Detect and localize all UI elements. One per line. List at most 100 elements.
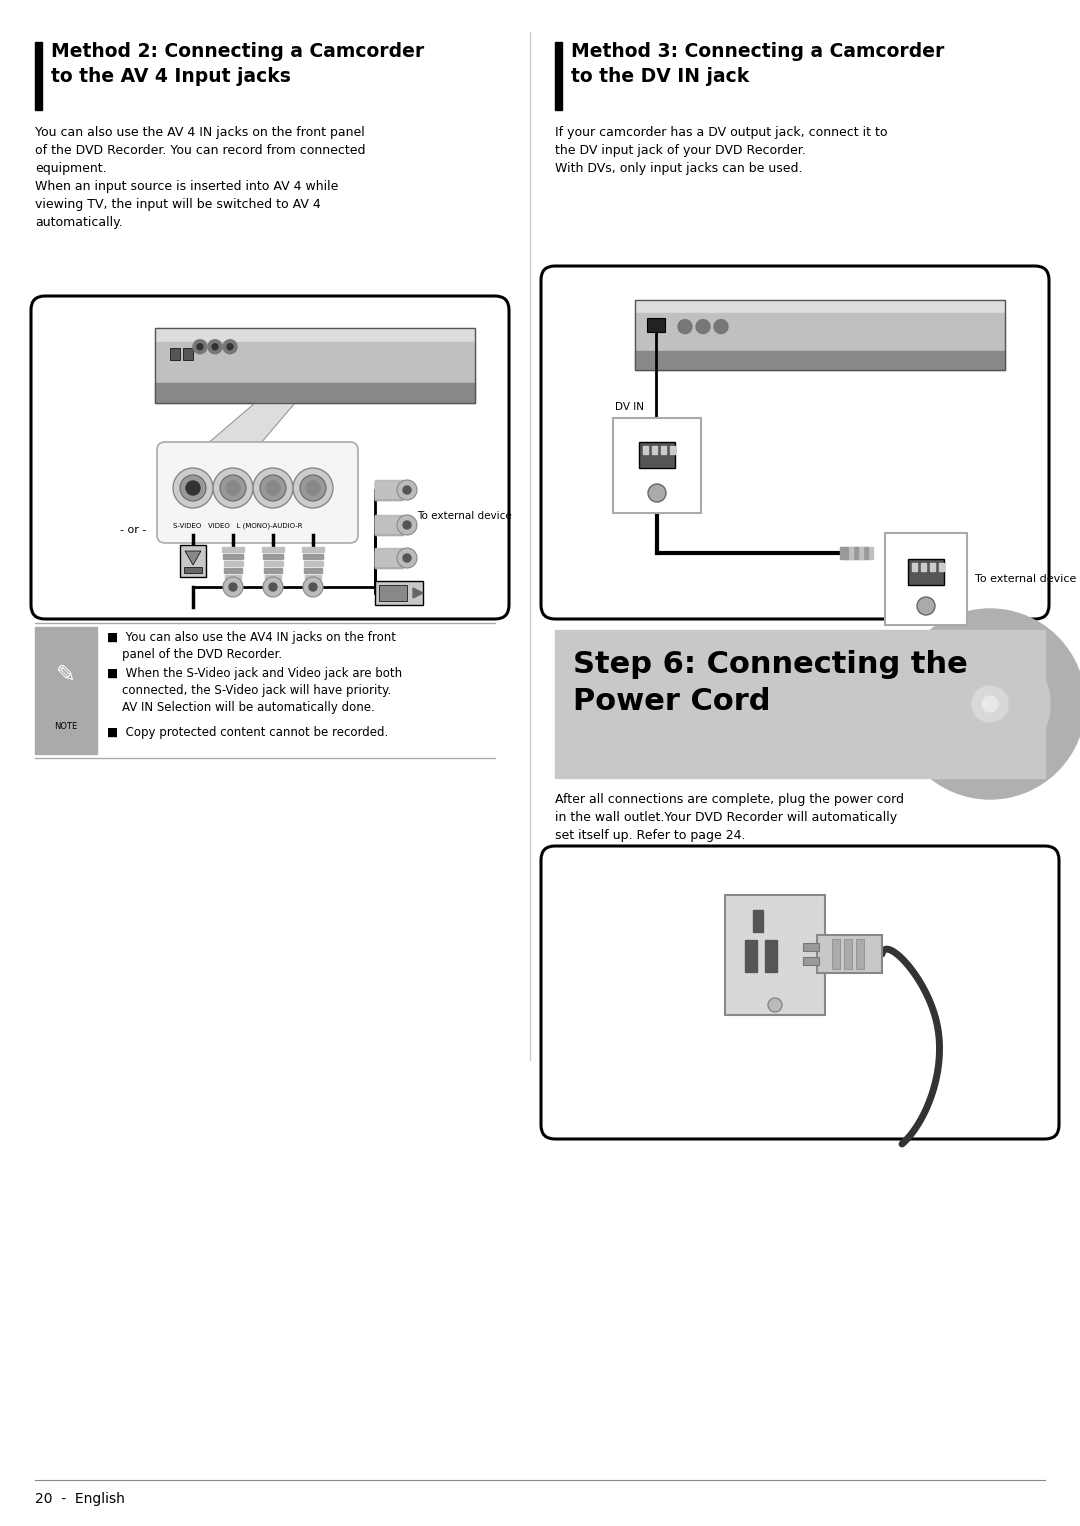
Bar: [652, 446, 657, 455]
Bar: [262, 546, 284, 552]
Circle shape: [930, 644, 1050, 765]
Circle shape: [397, 548, 417, 568]
Bar: [635, 313, 1005, 351]
Bar: [183, 348, 193, 360]
Bar: [375, 548, 402, 568]
Bar: [647, 317, 665, 333]
Circle shape: [197, 343, 203, 349]
Circle shape: [208, 340, 222, 354]
Circle shape: [678, 319, 692, 334]
Text: Step 6: Connecting the
Power Cord: Step 6: Connecting the Power Cord: [573, 650, 968, 716]
Bar: [375, 517, 399, 533]
Circle shape: [226, 481, 240, 494]
Bar: [865, 546, 873, 559]
Circle shape: [213, 468, 253, 508]
Polygon shape: [413, 588, 423, 598]
Circle shape: [212, 343, 218, 349]
Bar: [265, 568, 282, 572]
Circle shape: [220, 475, 246, 501]
Bar: [753, 909, 762, 932]
Bar: [156, 328, 475, 342]
Bar: [375, 481, 403, 501]
Text: After all connections are complete, plug the power cord
in the wall outlet.Your : After all connections are complete, plug…: [555, 794, 904, 842]
Bar: [375, 549, 400, 566]
Bar: [375, 549, 401, 568]
Bar: [156, 383, 475, 403]
Circle shape: [180, 475, 206, 501]
Bar: [765, 940, 777, 972]
Text: You can also use the AV 4 IN jacks on the front panel
of the DVD Recorder. You c: You can also use the AV 4 IN jacks on th…: [35, 127, 365, 229]
Text: ■  You can also use the AV4 IN jacks on the front
    panel of the DVD Recorder.: ■ You can also use the AV4 IN jacks on t…: [107, 630, 396, 661]
Bar: [555, 630, 1045, 778]
Circle shape: [696, 319, 710, 334]
Bar: [639, 443, 675, 468]
Bar: [375, 516, 401, 534]
Bar: [840, 546, 848, 559]
Bar: [302, 546, 324, 552]
Circle shape: [193, 340, 207, 354]
Polygon shape: [185, 551, 201, 565]
Circle shape: [403, 554, 411, 562]
Bar: [885, 533, 967, 626]
Bar: [816, 935, 882, 974]
Bar: [855, 546, 863, 559]
FancyBboxPatch shape: [157, 443, 357, 543]
Bar: [224, 562, 243, 566]
Text: DV IN: DV IN: [615, 401, 644, 412]
Polygon shape: [200, 403, 295, 450]
Text: ■  Copy protected content cannot be recorded.: ■ Copy protected content cannot be recor…: [107, 726, 388, 739]
FancyBboxPatch shape: [31, 296, 509, 620]
Circle shape: [403, 485, 411, 494]
Bar: [643, 446, 648, 455]
Bar: [379, 584, 407, 601]
Bar: [725, 896, 825, 1015]
Circle shape: [266, 481, 280, 494]
Bar: [939, 563, 944, 571]
Bar: [375, 481, 401, 499]
Bar: [555, 43, 562, 110]
Text: ✎: ✎: [56, 664, 76, 687]
Bar: [375, 516, 400, 534]
Bar: [375, 581, 423, 604]
Circle shape: [768, 998, 782, 1012]
Bar: [265, 575, 281, 580]
Circle shape: [403, 520, 411, 530]
Circle shape: [648, 484, 666, 502]
Bar: [635, 301, 1005, 313]
Circle shape: [173, 468, 213, 508]
Circle shape: [222, 340, 237, 354]
Bar: [856, 938, 864, 969]
Circle shape: [227, 343, 233, 349]
Bar: [303, 562, 323, 566]
Bar: [156, 342, 475, 383]
Text: Method 3: Connecting a Camcorder
to the DV IN jack: Method 3: Connecting a Camcorder to the …: [571, 43, 944, 85]
Bar: [305, 568, 322, 572]
Bar: [184, 568, 202, 572]
Circle shape: [264, 577, 283, 597]
Circle shape: [306, 481, 320, 494]
Circle shape: [222, 577, 243, 597]
Bar: [930, 563, 935, 571]
Bar: [860, 546, 868, 559]
Bar: [661, 446, 666, 455]
Text: 20  -  English: 20 - English: [35, 1492, 125, 1506]
Circle shape: [917, 597, 935, 615]
Circle shape: [253, 468, 293, 508]
Text: DV OUT: DV OUT: [906, 630, 946, 641]
Bar: [302, 554, 323, 559]
Bar: [375, 482, 399, 497]
Circle shape: [397, 481, 417, 501]
Circle shape: [982, 696, 998, 713]
Bar: [264, 562, 283, 566]
Bar: [635, 351, 1005, 369]
Text: To external device: To external device: [975, 574, 1077, 584]
Bar: [156, 328, 475, 403]
Circle shape: [229, 583, 237, 591]
Circle shape: [260, 475, 286, 501]
Bar: [613, 418, 701, 513]
Circle shape: [397, 514, 417, 536]
Circle shape: [186, 481, 200, 494]
Bar: [375, 549, 399, 566]
Bar: [912, 563, 917, 571]
Circle shape: [972, 687, 1008, 722]
